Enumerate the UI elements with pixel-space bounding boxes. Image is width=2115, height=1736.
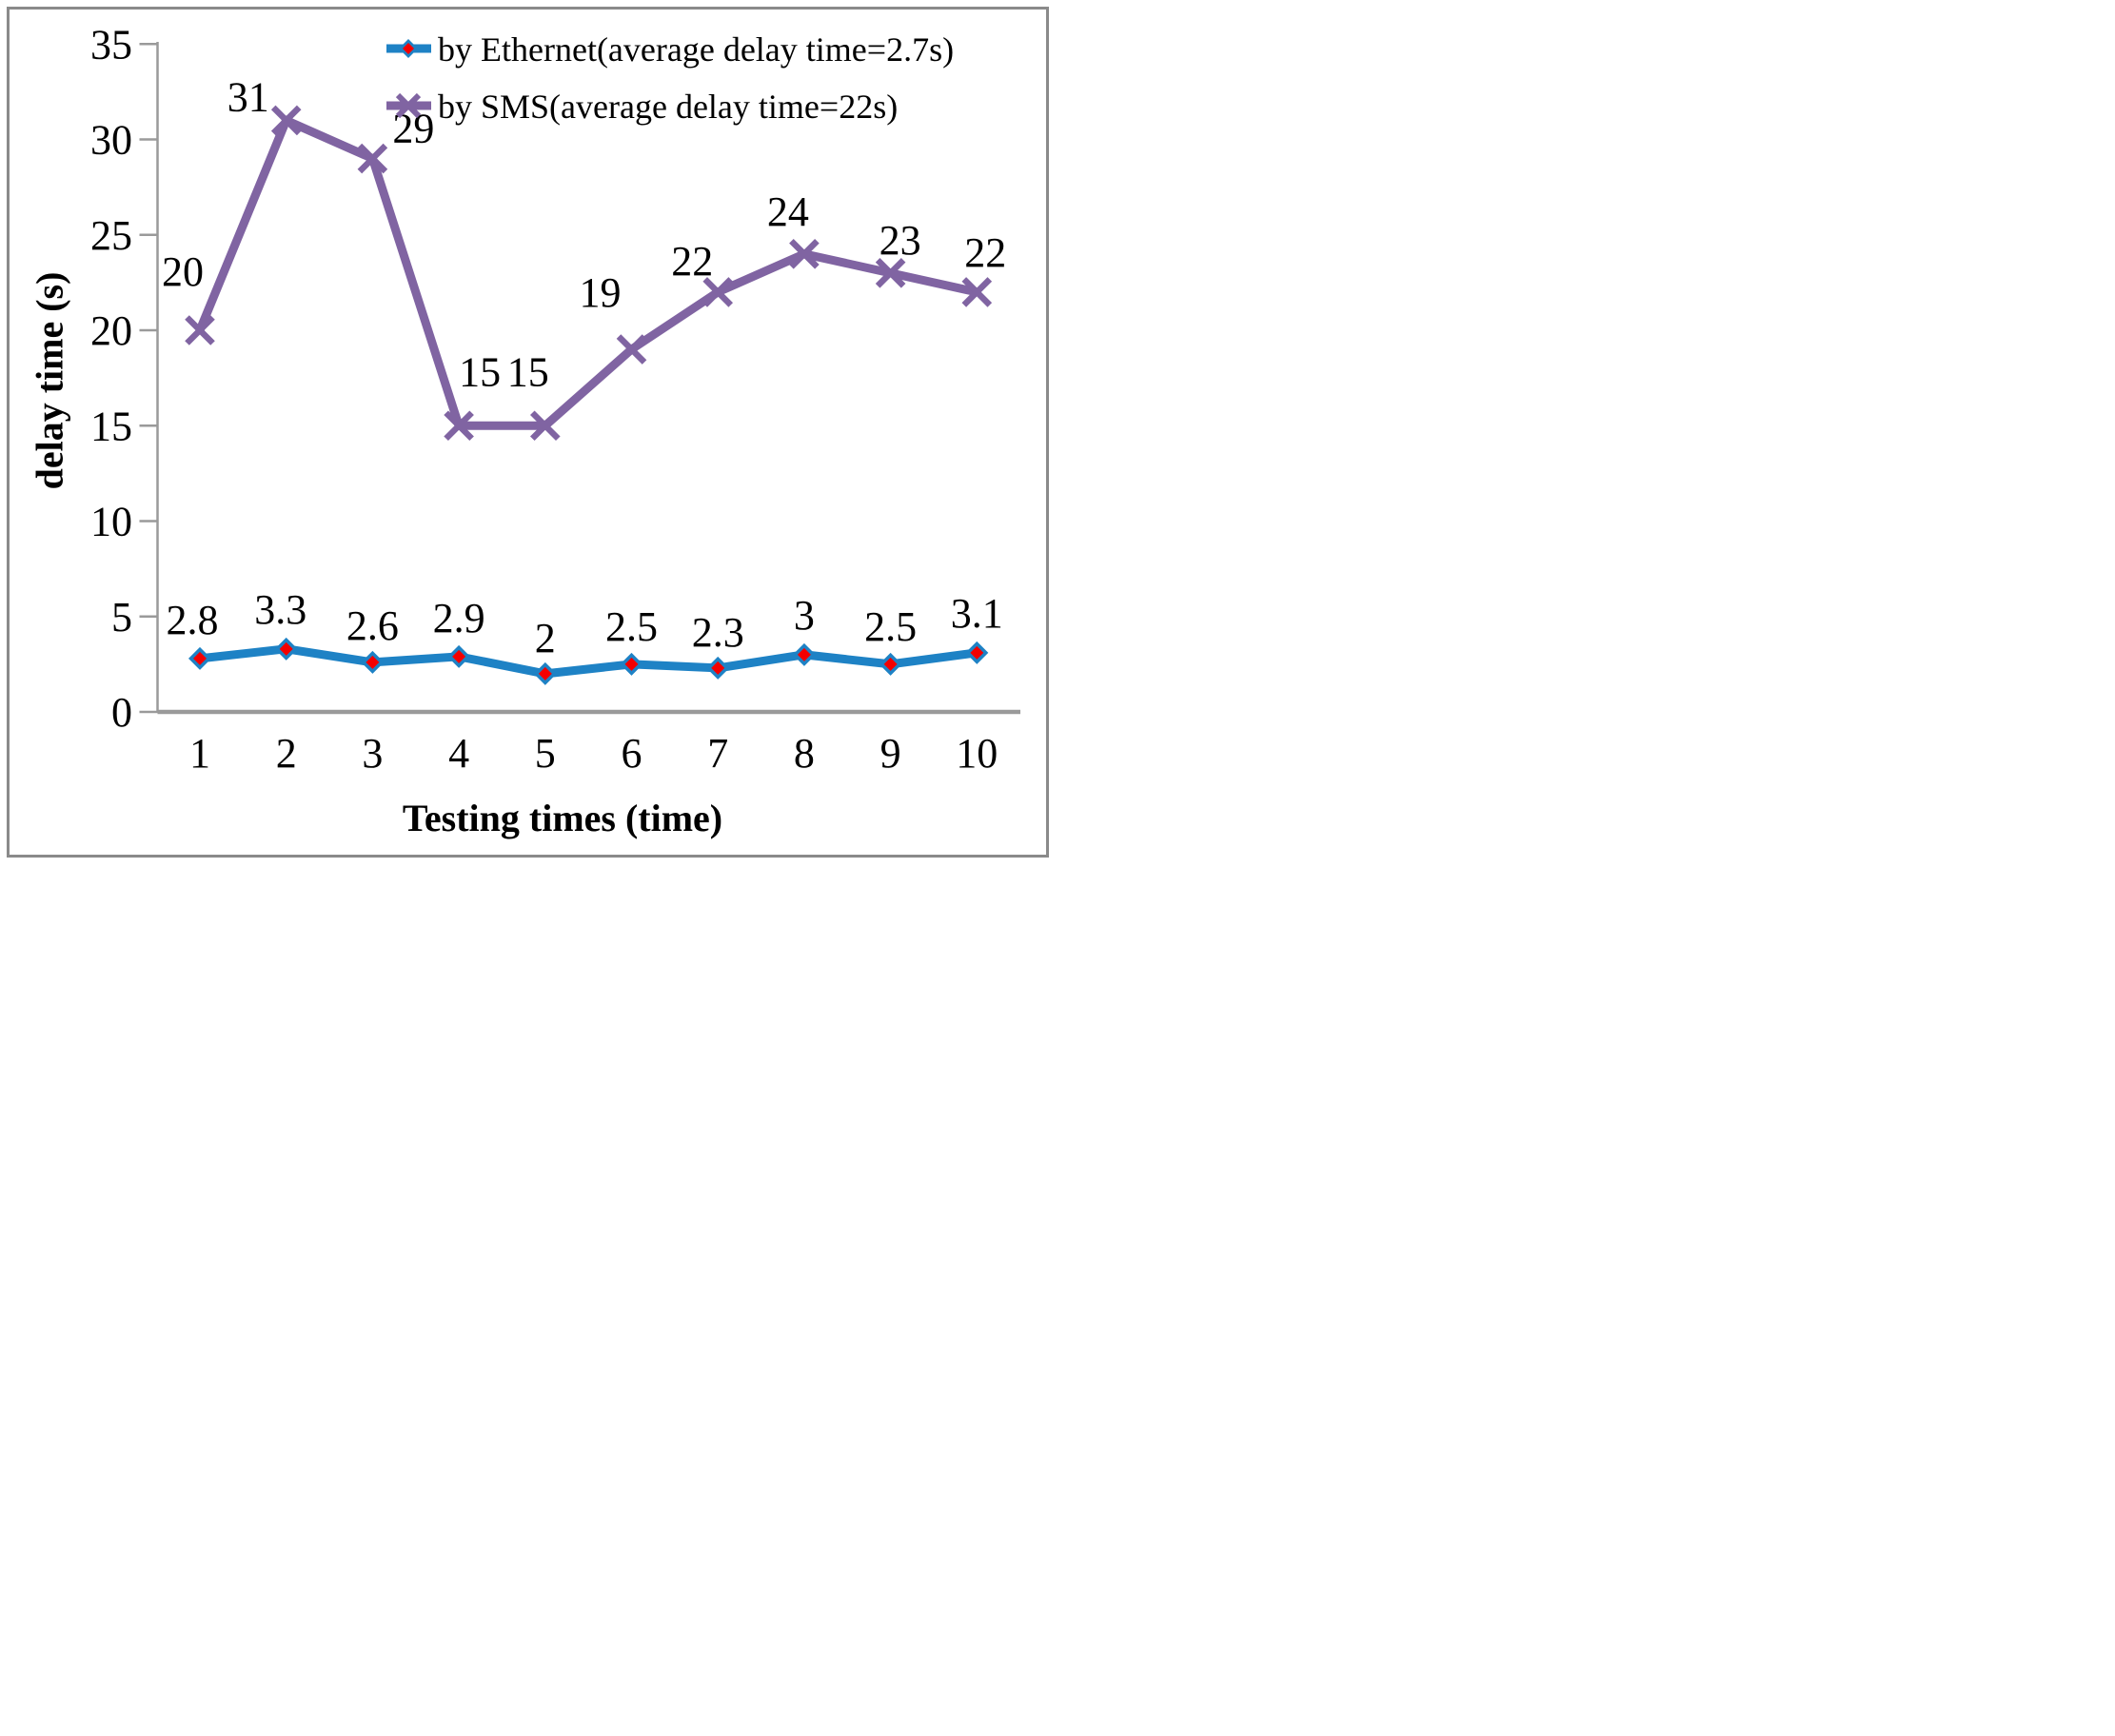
ethernet-marker-inner [193, 651, 207, 665]
sms-data-label: 24 [767, 188, 809, 235]
y-tick-label: 15 [90, 403, 132, 449]
sms-marker [961, 277, 993, 307]
x-tick-label: 2 [276, 730, 297, 777]
x-tick-label: 9 [880, 730, 901, 777]
sms-marker [185, 315, 215, 345]
y-tick-label: 35 [90, 21, 132, 68]
x-tick-label: 4 [448, 730, 469, 777]
legend-marker-sms [395, 92, 422, 119]
ethernet-data-label: 3 [794, 592, 815, 639]
sms-data-label: 15 [507, 348, 549, 395]
sms-marker [702, 277, 733, 307]
ethernet-data-label: 2 [535, 615, 556, 661]
x-tick-label: 3 [362, 730, 383, 777]
chart-page: 0 5 10 15 20 25 30 35 1 2 3 4 5 6 7 8 9 10 2.8 3.3 2.6 2.9 2 2.… [0, 0, 1058, 868]
sms-marker [357, 143, 388, 174]
y-axis-title: delay time (s) [28, 271, 71, 490]
ethernet-data-label: 2.5 [864, 603, 917, 650]
y-tick-label: 5 [111, 594, 132, 641]
ethernet-marker-inner [624, 657, 639, 671]
series-line-ethernet [199, 644, 978, 679]
ethernet-data-label: 2.3 [692, 609, 744, 656]
legend-marker-ethernet-inner [403, 43, 414, 54]
x-tick-label: 5 [535, 730, 556, 777]
y-tick-label: 0 [111, 689, 132, 736]
sms-data-label: 22 [671, 238, 713, 285]
chart-frame [7, 7, 1049, 858]
sms-data-label: 22 [964, 229, 1006, 276]
ethernet-data-label: 2.8 [167, 597, 219, 643]
x-tick-label: 10 [956, 730, 998, 777]
sms-marker [530, 410, 561, 442]
sms-marker [875, 258, 906, 288]
ethernet-data-label: 2.5 [605, 603, 658, 650]
sms-data-label: 31 [227, 73, 269, 120]
y-tick-label: 10 [90, 499, 132, 545]
series-line-sms [195, 114, 978, 430]
x-tick-label: 7 [707, 730, 728, 777]
y-tick-label: 20 [90, 307, 132, 354]
legend-label-sms: by SMS(average delay time=22s) [438, 88, 898, 126]
ethernet-marker-inner [366, 655, 380, 669]
ethernet-data-label: 2.6 [346, 602, 399, 649]
ethernet-data-label: 3.1 [951, 590, 1003, 637]
sms-data-label: 19 [580, 269, 622, 316]
y-tick-label: 30 [90, 117, 132, 164]
legend-label-ethernet: by Ethernet(average delay time=2.7s) [438, 30, 954, 69]
sms-marker [270, 105, 302, 136]
x-tick-label: 8 [794, 730, 815, 777]
x-tick-label: 6 [622, 730, 642, 777]
ethernet-marker-inner [970, 645, 984, 660]
x-tick-label: 1 [189, 730, 210, 777]
y-tick-label: 25 [90, 212, 132, 259]
ethernet-marker-inner [711, 661, 725, 675]
x-axis-title: Testing times (time) [402, 797, 723, 839]
sms-data-label: 15 [459, 348, 501, 395]
ethernet-data-label: 2.9 [433, 595, 485, 641]
ethernet-marker-inner [883, 657, 898, 671]
sms-data-label: 23 [880, 217, 921, 264]
ethernet-marker-inner [452, 649, 466, 663]
ethernet-marker-inner [538, 666, 552, 681]
ethernet-marker-inner [279, 641, 293, 656]
sms-data-label: 20 [162, 248, 204, 295]
sms-marker [616, 334, 647, 365]
sms-marker [444, 410, 474, 442]
sms-marker [789, 239, 820, 269]
ethernet-data-label: 3.3 [254, 586, 306, 633]
ethernet-marker-inner [797, 647, 811, 661]
